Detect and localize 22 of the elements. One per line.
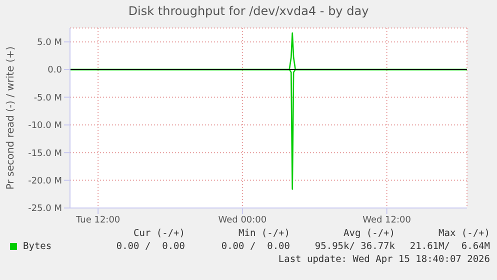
chart-title: Disk throughput for /dev/xvda4 - by day xyxy=(127,4,370,18)
text: 0.00 / 0.00 xyxy=(220,241,290,252)
y-tick-label: 0.0 xyxy=(48,66,62,76)
text: 0.00 / 0.00 xyxy=(115,241,185,252)
y-tick-label: -25.0 M xyxy=(28,204,62,214)
x-tick-label: Wed 00:00 xyxy=(218,215,267,226)
text: 21.61M/ 6.64M xyxy=(408,241,490,252)
text: Max (-/+) xyxy=(438,228,490,239)
y-axis-title: Pr second read (-) / write (+) xyxy=(6,46,17,190)
y-tick-label: -15.0 M xyxy=(28,148,62,159)
y-tick-label: -10.0 M xyxy=(28,121,62,132)
y-tick-label: -5.0 M xyxy=(34,93,62,104)
text: 95.95k/ 36.77k xyxy=(314,241,395,252)
text: Cur (-/+) xyxy=(132,228,185,239)
text: Last update: Wed Apr 15 18:40:07 2026 xyxy=(277,254,490,265)
y-tick-label: 5.0 M xyxy=(37,38,62,48)
x-tick-label: Wed 12:00 xyxy=(362,215,412,226)
x-tick-label: Tue 12:00 xyxy=(74,215,120,226)
text: Min (-/+) xyxy=(238,228,290,239)
y-tick-label: -20.0 M xyxy=(28,176,62,187)
legend-label: Bytes xyxy=(22,241,52,252)
text: Avg (-/+) xyxy=(342,228,395,239)
